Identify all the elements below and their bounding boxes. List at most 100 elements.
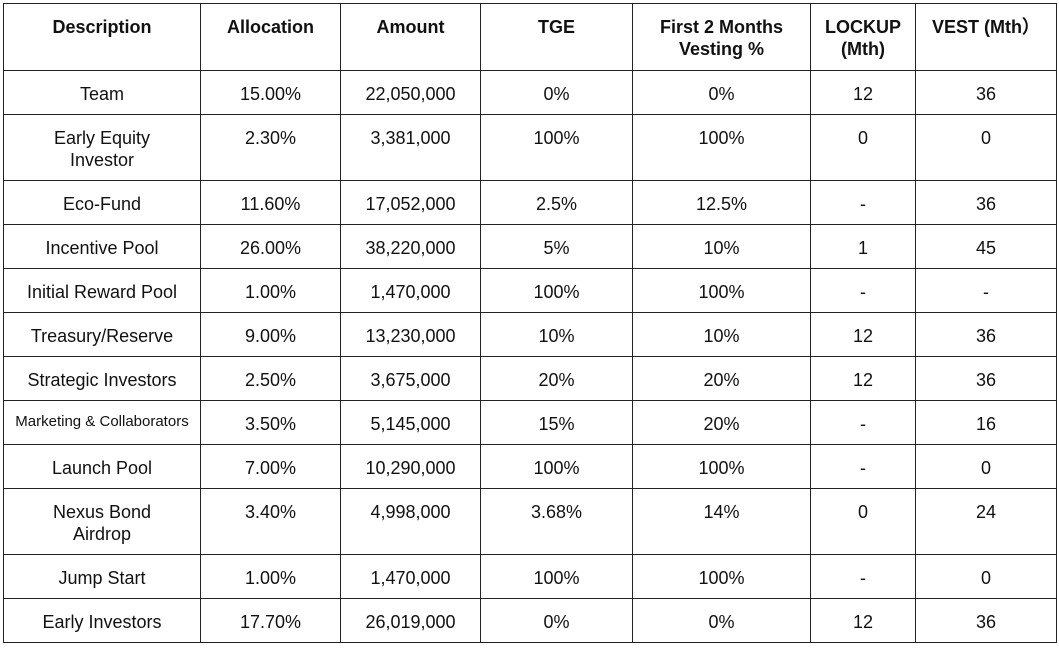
table-cell: 10,290,000: [340, 444, 481, 489]
header-cell: LOCKUP (Mth): [810, 3, 916, 71]
table-cell: 26,019,000: [340, 598, 481, 643]
table-row: Incentive Pool 26.00% 38,220,000 5% 10% 1 45: [3, 224, 1057, 269]
table-cell: Launch Pool: [3, 444, 201, 489]
table-cell: 2.5%: [480, 180, 633, 225]
table-cell: 12: [810, 70, 916, 115]
table-cell: Nexus Bond Airdrop: [3, 488, 201, 555]
table-cell: 0: [810, 114, 916, 181]
table-row: Initial Reward Pool 1.00% 1,470,000 100% 100…: [3, 268, 1057, 313]
table-cell: 36: [915, 598, 1057, 643]
table-row: Treasury/Reserve 9.00% 13,230,000 10% 10% 12 3…: [3, 312, 1057, 357]
table-cell: -: [810, 554, 916, 599]
table-cell: Strategic Investors: [3, 356, 201, 401]
table-cell: 11.60%: [200, 180, 341, 225]
table-cell: 9.00%: [200, 312, 341, 357]
table-cell: 17.70%: [200, 598, 341, 643]
table-cell: -: [810, 268, 916, 313]
header-cell: Allocation: [200, 3, 341, 71]
table-cell: 1: [810, 224, 916, 269]
table-body: Team 15.00% 22,050,000 0% 0% 12 36 Early Equity…: [3, 70, 1057, 643]
table-cell: Marketing & Collaborators: [3, 400, 201, 445]
table-cell: 5%: [480, 224, 633, 269]
table-cell: 20%: [480, 356, 633, 401]
table-cell: 4,998,000: [340, 488, 481, 555]
table-cell: 24: [915, 488, 1057, 555]
table-cell: Early Equity Investor: [3, 114, 201, 181]
table-cell: 12: [810, 356, 916, 401]
table-cell: 16: [915, 400, 1057, 445]
table-cell: 0%: [632, 70, 811, 115]
table-cell: 100%: [632, 444, 811, 489]
table-cell: 13,230,000: [340, 312, 481, 357]
table-cell: 20%: [632, 400, 811, 445]
header-cell: Amount: [340, 3, 481, 71]
table-cell: 15%: [480, 400, 633, 445]
table-cell: Eco-Fund: [3, 180, 201, 225]
table-cell: 100%: [632, 114, 811, 181]
table-row: Jump Start 1.00% 1,470,000 100% 100% -0: [3, 554, 1057, 599]
table-cell: Incentive Pool: [3, 224, 201, 269]
table-row: Eco-Fund 11.60% 17,052,000 2.5% 12.5% -36: [3, 180, 1057, 225]
table-cell: 0: [810, 488, 916, 555]
table-row: Early Investors 17.70% 26,019,000 0% 0% 12 36: [3, 598, 1057, 643]
table-cell: 100%: [632, 554, 811, 599]
table-row: Marketing & Collaborators 3.50% 5,145,000 1…: [3, 400, 1057, 445]
table-cell: 15.00%: [200, 70, 341, 115]
table-cell: 14%: [632, 488, 811, 555]
table-cell: 3.68%: [480, 488, 633, 555]
table-cell: 36: [915, 312, 1057, 357]
table-cell: 0%: [480, 70, 633, 115]
table-row: Team 15.00% 22,050,000 0% 0% 12 36: [3, 70, 1057, 115]
table-row: Early Equity Investor 2.30% 3,381,000 100% 1…: [3, 114, 1057, 181]
header-cell: TGE: [480, 3, 633, 71]
table-cell: 10%: [480, 312, 633, 357]
table-cell: 0%: [632, 598, 811, 643]
table-cell: -: [915, 268, 1057, 313]
table-cell: 10%: [632, 224, 811, 269]
table-row: Nexus Bond Airdrop 3.40% 4,998,000 3.68% 14%…: [3, 488, 1057, 555]
header-cell: VEST (Mth）: [915, 3, 1057, 71]
table-cell: 22,050,000: [340, 70, 481, 115]
table-cell: 1,470,000: [340, 268, 481, 313]
table-cell: 3,675,000: [340, 356, 481, 401]
header-cell: First 2 Months Vesting %: [632, 3, 811, 71]
table-cell: 100%: [632, 268, 811, 313]
table-row: Launch Pool 7.00% 10,290,000 100% 100% -0: [3, 444, 1057, 489]
table-cell: 0%: [480, 598, 633, 643]
table-cell: 12: [810, 598, 916, 643]
table-cell: 26.00%: [200, 224, 341, 269]
table-cell: 100%: [480, 554, 633, 599]
allocation-table: Description Allocation Amount TGE First 2 Mo…: [3, 3, 1057, 643]
table-cell: 0: [915, 554, 1057, 599]
table-cell: 100%: [480, 114, 633, 181]
table-cell: 5,145,000: [340, 400, 481, 445]
table-cell: 1.00%: [200, 554, 341, 599]
table-cell: 36: [915, 70, 1057, 115]
table-cell: Jump Start: [3, 554, 201, 599]
table-cell: 2.30%: [200, 114, 341, 181]
table-cell: 36: [915, 180, 1057, 225]
table-cell: 12.5%: [632, 180, 811, 225]
table-cell: 100%: [480, 444, 633, 489]
header-cell: Description: [3, 3, 201, 71]
table-cell: -: [810, 180, 916, 225]
table-row: Strategic Investors 2.50% 3,675,000 20% 20% 1…: [3, 356, 1057, 401]
table-cell: -: [810, 444, 916, 489]
table-cell: 45: [915, 224, 1057, 269]
table-cell: 1,470,000: [340, 554, 481, 599]
table-cell: 17,052,000: [340, 180, 481, 225]
table-cell: 20%: [632, 356, 811, 401]
table-cell: 2.50%: [200, 356, 341, 401]
table-cell: 3.40%: [200, 488, 341, 555]
table-cell: 100%: [480, 268, 633, 313]
table-cell: 0: [915, 114, 1057, 181]
table-cell: 12: [810, 312, 916, 357]
table-cell: 10%: [632, 312, 811, 357]
table-cell: 38,220,000: [340, 224, 481, 269]
table-cell: Treasury/Reserve: [3, 312, 201, 357]
table-cell: Early Investors: [3, 598, 201, 643]
header-row: Description Allocation Amount TGE First 2 Mo…: [3, 3, 1057, 71]
table-cell: -: [810, 400, 916, 445]
table-cell: Initial Reward Pool: [3, 268, 201, 313]
